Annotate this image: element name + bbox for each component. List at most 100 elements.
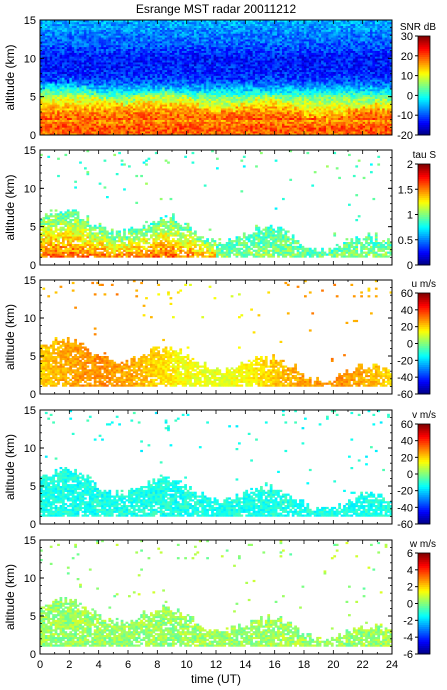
heatmap-cell [88, 123, 92, 126]
heatmap-cell [93, 73, 97, 76]
heatmap-cell [213, 41, 217, 44]
heatmap-cell [130, 31, 134, 34]
heatmap-cell [115, 39, 119, 42]
heatmap-cell [84, 104, 87, 107]
heatmap-cell [62, 121, 65, 124]
heatmap-cell [42, 92, 46, 96]
heatmap-cell [40, 56, 43, 59]
heatmap-cell [108, 112, 112, 115]
heatmap-cell [220, 50, 224, 53]
heatmap-cell [135, 98, 139, 101]
heatmap-cell [106, 41, 109, 44]
heatmap-cell [130, 106, 134, 109]
heatmap-cell [106, 67, 109, 71]
heatmap-cell [159, 58, 163, 61]
heatmap-cell [44, 129, 48, 132]
heatmap-cell [142, 69, 146, 73]
heatmap-cell [88, 62, 92, 65]
heatmap-cell [145, 110, 148, 113]
heatmap-cell [186, 85, 190, 88]
heatmap-cell [59, 113, 63, 117]
heatmap-cell [167, 102, 170, 105]
heatmap-cell [103, 35, 107, 38]
heatmap-cell [240, 75, 244, 78]
heatmap-cell [88, 87, 92, 90]
heatmap-cell [211, 54, 214, 57]
heatmap-cell [162, 87, 165, 90]
heatmap-cell [213, 77, 217, 80]
heatmap-cell [44, 123, 48, 126]
heatmap-cell [106, 20, 109, 23]
heatmap-cell [181, 110, 185, 113]
heatmap-cell [147, 44, 151, 48]
heatmap-cell [208, 69, 212, 73]
heatmap-cell [235, 92, 239, 96]
heatmap-cell [147, 119, 151, 122]
heatmap-cell [223, 129, 227, 132]
heatmap-cell [66, 31, 70, 34]
heatmap-cell [81, 94, 85, 97]
heatmap-cell [40, 77, 43, 80]
heatmap-cell [44, 60, 48, 63]
heatmap-cell [71, 92, 75, 96]
heatmap-cell [52, 62, 55, 65]
heatmap-cell [81, 44, 85, 48]
heatmap-cell [118, 48, 121, 51]
heatmap-cell [145, 92, 148, 96]
heatmap-cell [167, 123, 170, 126]
heatmap-cell [66, 100, 70, 103]
heatmap-cell [152, 89, 156, 92]
heatmap-cell [176, 60, 180, 63]
heatmap-cell [191, 115, 195, 119]
heatmap-cell [115, 110, 119, 113]
heatmap-cell [123, 100, 126, 103]
heatmap-cell [69, 96, 73, 99]
heatmap-cell [81, 83, 85, 86]
heatmap-cell [47, 125, 51, 128]
heatmap-cell [101, 83, 104, 86]
heatmap-cell [172, 37, 175, 40]
heatmap-cell [135, 44, 139, 48]
heatmap-cell [74, 33, 77, 36]
heatmap-cell [223, 127, 227, 130]
heatmap-cell [179, 133, 183, 136]
heatmap-cell [81, 89, 85, 92]
heatmap-cell [88, 67, 92, 71]
heatmap-cell [66, 108, 70, 111]
heatmap-cell [81, 100, 85, 103]
heatmap-cell [196, 50, 200, 53]
heatmap-cell [223, 131, 227, 134]
heatmap-cell [201, 54, 205, 57]
heatmap-cell [128, 35, 131, 38]
heatmap-cell [223, 102, 227, 105]
heatmap-cell [184, 77, 187, 80]
heatmap-cell [220, 94, 224, 97]
heatmap-cell [132, 20, 136, 23]
heatmap-cell [203, 27, 207, 30]
heatmap-cell [218, 94, 222, 97]
heatmap-cell [69, 89, 73, 92]
heatmap-cell [179, 27, 183, 30]
heatmap-cell [235, 96, 239, 99]
heatmap-cell [113, 46, 117, 50]
heatmap-cell [62, 37, 65, 40]
heatmap-cell [194, 20, 197, 23]
heatmap-cell [135, 37, 139, 40]
heatmap-cell [115, 92, 119, 96]
heatmap-cell [184, 21, 187, 25]
heatmap-cell [218, 23, 222, 27]
heatmap-cell [93, 77, 97, 80]
heatmap-cell [194, 94, 197, 97]
heatmap-cell [181, 31, 185, 34]
heatmap-cell [172, 100, 175, 103]
heatmap-cell [157, 125, 161, 128]
heatmap-cell [130, 133, 134, 136]
heatmap-cell [225, 96, 229, 99]
heatmap-cell [47, 92, 51, 96]
heatmap-cell [235, 127, 239, 130]
heatmap-cell [186, 54, 190, 57]
heatmap-cell [69, 108, 73, 111]
heatmap-cell [184, 33, 187, 36]
heatmap-cell [196, 39, 200, 42]
heatmap-cell [198, 66, 202, 69]
